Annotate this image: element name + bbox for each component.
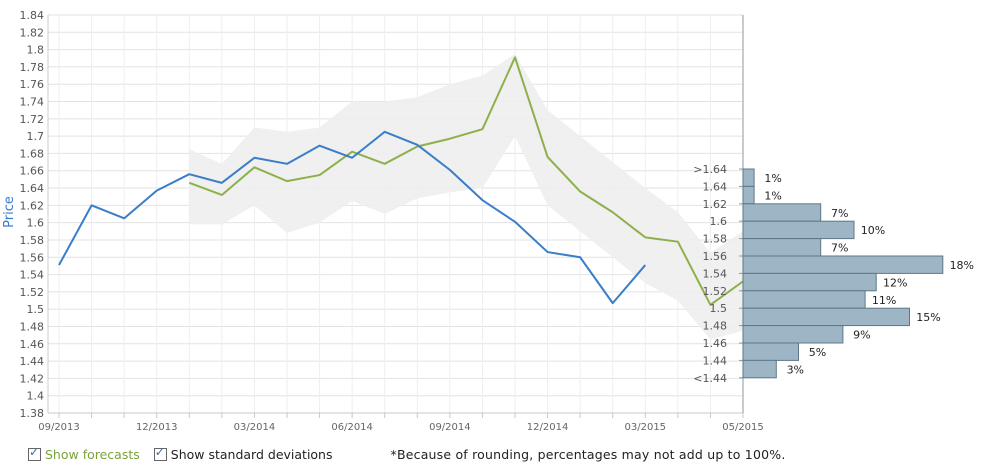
bucket-label: 1.54: [703, 267, 728, 280]
distribution-bar: [742, 272, 877, 292]
show-forecasts-toggle[interactable]: ✓ Show forecasts: [28, 444, 140, 462]
distribution-bar: [742, 325, 844, 344]
distribution-percent-label: 1%: [764, 172, 781, 185]
bucket-label: 1.62: [703, 198, 728, 211]
y-tick-label: 1.76: [20, 78, 45, 91]
distribution-bar: [742, 220, 855, 240]
bucket-label: 1.48: [703, 320, 728, 333]
show-std-toggle[interactable]: ✓ Show standard deviations: [153, 444, 333, 462]
distribution-bar: [742, 238, 822, 257]
y-tick-label: 1.56: [20, 251, 45, 264]
bucket-label: >1.64: [693, 163, 727, 176]
y-tick-label: 1.72: [20, 113, 45, 126]
y-tick-label: 1.78: [20, 61, 45, 74]
bucket-label: 1.58: [703, 233, 728, 246]
distribution-percent-label: 9%: [853, 329, 870, 342]
std-dev-area: [189, 53, 744, 340]
show-forecasts-label[interactable]: Show forecasts: [45, 446, 140, 462]
checkmark-icon: ✓: [154, 444, 165, 459]
x-tick-label: 03/2014: [234, 422, 276, 433]
y-tick-label: 1.54: [20, 269, 45, 282]
y-tick-label: 1.5: [27, 303, 45, 316]
show-std-checkbox[interactable]: ✓: [153, 444, 167, 461]
forecast-line: [188, 56, 744, 306]
distribution-percent-label: 12%: [883, 276, 907, 289]
show-std-label[interactable]: Show standard deviations: [170, 446, 333, 462]
distribution-percent-label: 15%: [916, 311, 940, 324]
y-tick-label: 1.46: [20, 338, 45, 351]
checkmark-icon: ✓: [29, 444, 40, 459]
y-tick-label: 1.42: [20, 372, 45, 385]
y-tick-label: 1.44: [20, 355, 45, 368]
distribution-percent-label: 7%: [831, 242, 848, 255]
x-tick-label: 12/2013: [136, 422, 178, 433]
y-tick-label: 1.52: [20, 286, 45, 299]
bucket-label: 1.64: [703, 180, 728, 193]
distribution-percent-label: 1%: [764, 189, 781, 202]
y-tick-label: 1.82: [20, 26, 45, 39]
bucket-label: 1.52: [703, 285, 728, 298]
chart-footer: ✓ Show forecasts ✓ Show standard deviati…: [28, 445, 786, 463]
x-tick-label: 05/2015: [722, 422, 764, 433]
x-tick-label: 09/2013: [38, 422, 80, 433]
distribution-percent-label: 18%: [950, 259, 974, 272]
distribution-percent-label: 7%: [831, 207, 848, 220]
axes: 1.84 1.82 1.8 1.78 1.76 1.74 1.72 1.7 1.68 1.66 1.…: [20, 9, 764, 433]
y-tick-label: 1.66: [20, 165, 45, 178]
distribution-percent-label: 10%: [861, 224, 885, 237]
y-tick-label: 1.48: [20, 320, 45, 333]
y-tick-label: 1.6: [27, 217, 45, 230]
bucket-label: 1.6: [710, 215, 728, 228]
x-tick-label: 12/2014: [527, 422, 569, 433]
y-tick-label: 1.84: [20, 9, 45, 22]
bucket-label: 1.44: [703, 354, 728, 367]
price-line: [58, 130, 647, 305]
std-dev-band: [189, 53, 744, 340]
y-tick-label: 1.4: [27, 390, 45, 403]
y-tick-label: 1.7: [27, 130, 45, 143]
y-tick-label: 1.38: [20, 407, 45, 420]
y-tick-label: 1.74: [20, 96, 45, 109]
distribution-bar: [742, 255, 944, 274]
distribution-bar: [742, 359, 777, 379]
forecast-distribution: >1.64 1.64 1.62 1.6 1.58 1.56 1.54 1.52 1.5 1.48 1…: [693, 163, 974, 385]
distribution-bar: [742, 168, 755, 187]
y-tick-label: 1.64: [20, 182, 45, 195]
bucket-label: <1.44: [693, 372, 727, 385]
rounding-footnote: *Because of rounding, percentages may no…: [390, 446, 786, 462]
series-lines: [58, 56, 744, 306]
x-tick-label: 09/2014: [429, 422, 471, 433]
bucket-label: 1.5: [710, 302, 728, 315]
distribution-bar: [742, 307, 910, 327]
y-tick-label: 1.68: [20, 147, 45, 160]
distribution-percent-label: 5%: [809, 346, 826, 359]
y-tick-label: 1.62: [20, 199, 45, 212]
bucket-label: 1.46: [703, 337, 728, 350]
distribution-percent-label: 11%: [872, 294, 896, 307]
x-tick-label: 03/2015: [625, 422, 667, 433]
distribution-bar: [742, 203, 822, 222]
distribution-percent-label: 3%: [787, 363, 804, 376]
distribution-bar: [742, 342, 799, 361]
distribution-bar: [742, 290, 866, 309]
y-tick-label: 1.8: [27, 44, 45, 57]
y-axis-title: Price: [2, 196, 17, 228]
x-tick-label: 06/2014: [331, 422, 373, 433]
bucket-label: 1.56: [703, 250, 728, 263]
show-forecasts-checkbox[interactable]: ✓: [28, 444, 41, 461]
y-tick-label: 1.58: [20, 234, 45, 247]
distribution-bar: [742, 185, 755, 205]
